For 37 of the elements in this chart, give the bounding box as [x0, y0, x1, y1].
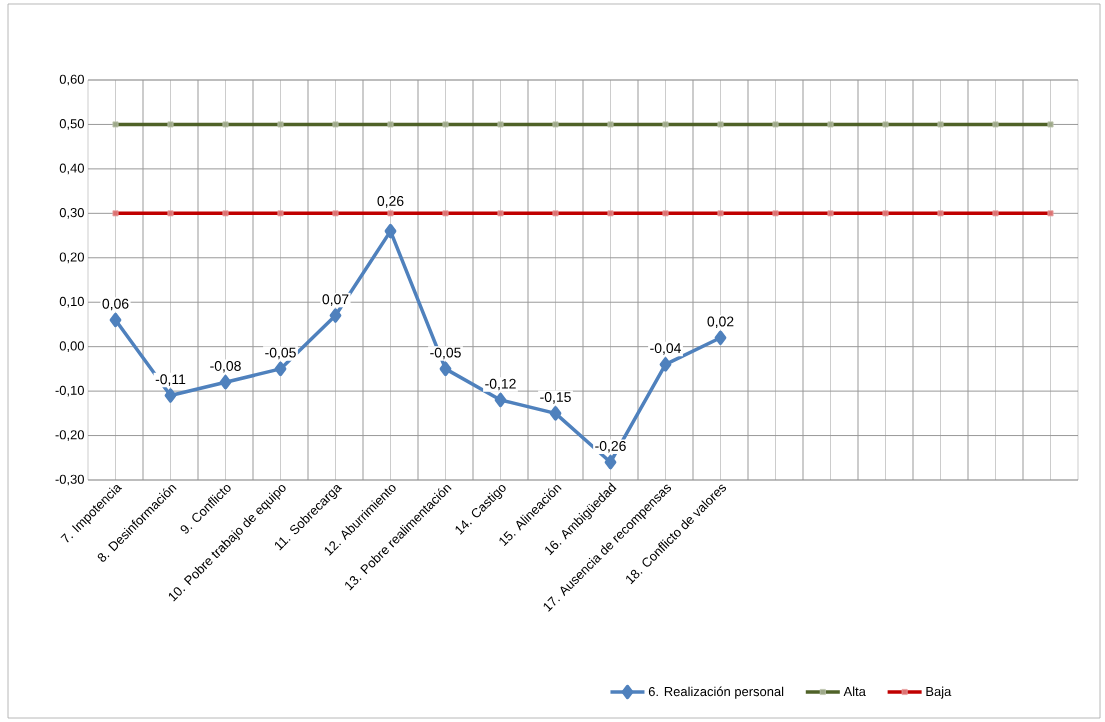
- data-label: -0,15: [540, 392, 571, 404]
- y-tick-label: 0,40: [59, 163, 84, 175]
- data-label: -0,04: [650, 343, 681, 355]
- point: [494, 392, 507, 408]
- legend-label: Baja: [926, 686, 952, 699]
- point: [219, 374, 232, 390]
- data-label: 0,26: [377, 196, 404, 208]
- y-tick-label: 0,50: [59, 119, 84, 130]
- legend-label: Alta: [843, 686, 866, 697]
- data-label: 0,06: [102, 298, 129, 311]
- point: [714, 330, 727, 346]
- point: [164, 388, 177, 403]
- y-tick-label: 0,30: [59, 207, 84, 219]
- data-label: -0,26: [595, 440, 626, 453]
- point: [109, 312, 122, 328]
- point: [659, 357, 672, 372]
- point: [549, 406, 562, 421]
- point: [329, 308, 342, 323]
- y-tick-label: 0,10: [59, 296, 84, 308]
- data-label: -0,11: [155, 374, 186, 386]
- data-label: -0,12: [485, 378, 516, 391]
- y-tick-label: -0,10: [55, 385, 84, 397]
- y-tick-label: 0,60: [59, 74, 84, 86]
- point: [604, 454, 617, 470]
- y-tick-label: 0,20: [59, 252, 84, 264]
- data-label: -0,08: [210, 360, 241, 373]
- y-tick-label: 0,00: [59, 341, 84, 353]
- data-label: -0,05: [430, 347, 461, 360]
- point: [384, 223, 397, 239]
- data-label: -0,05: [265, 347, 296, 360]
- point: [274, 361, 287, 377]
- y-tick-label: -0,30: [55, 474, 84, 486]
- data-label: 0,02: [707, 316, 734, 329]
- point: [439, 361, 452, 377]
- legend-label: 6. Realización personal: [648, 686, 784, 699]
- data-label: 0,07: [322, 294, 349, 306]
- y-tick-label: -0,20: [55, 430, 84, 441]
